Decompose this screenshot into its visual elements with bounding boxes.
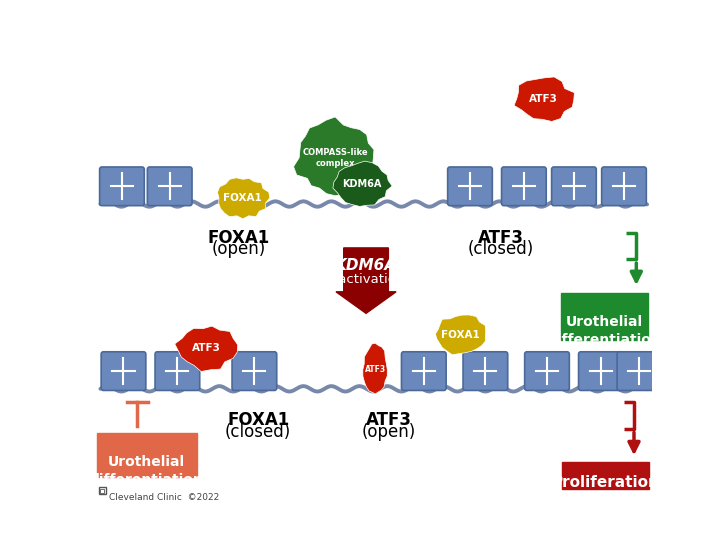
FancyBboxPatch shape [579,352,623,391]
Polygon shape [363,343,387,394]
Text: ATF3: ATF3 [478,229,523,247]
FancyBboxPatch shape [97,432,196,478]
FancyBboxPatch shape [448,167,492,206]
FancyBboxPatch shape [617,352,662,391]
FancyBboxPatch shape [148,167,192,206]
Text: Urothelial
differentiation: Urothelial differentiation [547,315,661,347]
FancyBboxPatch shape [99,487,106,494]
Text: (closed): (closed) [225,423,292,441]
FancyBboxPatch shape [463,352,507,391]
Text: ATF3: ATF3 [529,94,558,104]
Text: Proliferation: Proliferation [552,475,659,490]
FancyBboxPatch shape [552,167,596,206]
FancyBboxPatch shape [101,352,146,391]
Text: Cleveland Clinic  ©2022: Cleveland Clinic ©2022 [109,493,219,502]
Text: FOXA1: FOXA1 [223,193,262,203]
FancyBboxPatch shape [155,352,200,391]
FancyArrow shape [336,248,396,314]
FancyBboxPatch shape [401,352,446,391]
Polygon shape [294,117,374,196]
Text: FOXA1: FOXA1 [208,229,270,247]
Polygon shape [333,161,392,206]
Text: Urothelial
differentiation: Urothelial differentiation [89,455,204,487]
FancyBboxPatch shape [563,462,649,489]
FancyBboxPatch shape [525,352,569,391]
Text: ATF3: ATF3 [366,411,412,429]
Polygon shape [514,77,574,122]
FancyBboxPatch shape [100,167,144,206]
Text: FOXA1: FOXA1 [227,411,289,429]
Text: (open): (open) [362,423,417,441]
Text: FOXA1: FOXA1 [441,330,480,340]
Text: ATF3: ATF3 [192,343,221,353]
FancyBboxPatch shape [502,167,546,206]
Text: ATF3: ATF3 [365,365,386,374]
Polygon shape [217,178,270,219]
Text: (closed): (closed) [467,240,534,258]
Polygon shape [435,315,486,355]
Text: inactivation: inactivation [327,273,405,286]
Text: KDM6A: KDM6A [342,179,382,189]
Polygon shape [174,326,238,372]
Text: (open): (open) [212,240,266,258]
FancyBboxPatch shape [602,167,646,206]
Text: COMPASS-like
complex: COMPASS-like complex [302,148,368,167]
FancyBboxPatch shape [561,292,648,340]
Text: KDM6A: KDM6A [335,258,397,273]
FancyBboxPatch shape [100,489,104,493]
FancyBboxPatch shape [232,352,277,391]
